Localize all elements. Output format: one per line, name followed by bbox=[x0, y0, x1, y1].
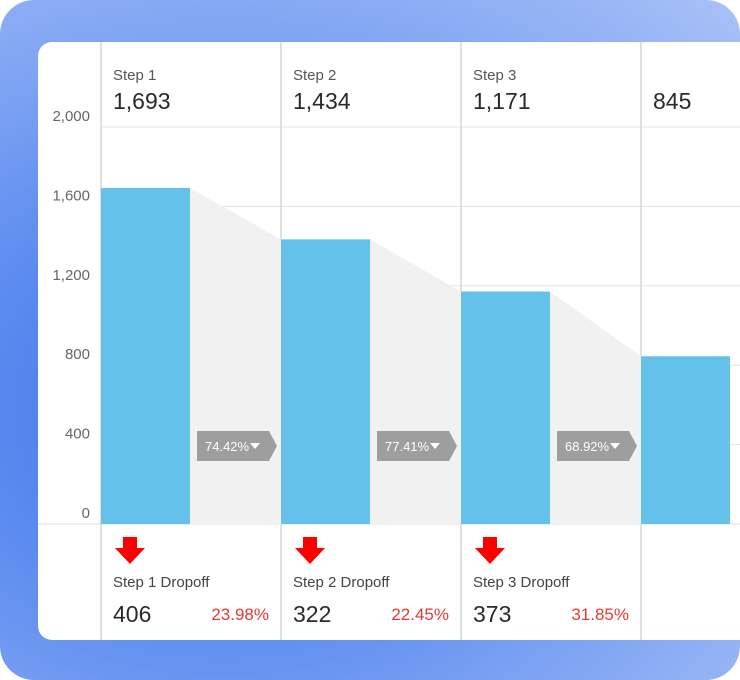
step-label: Step 1 bbox=[113, 67, 156, 84]
conversion-badge[interactable]: 74.42% bbox=[197, 431, 277, 461]
dropoff-count: 373 bbox=[473, 601, 511, 627]
funnel-connector-area bbox=[370, 239, 461, 524]
funnel-bar[interactable] bbox=[461, 291, 550, 524]
dropoff-count: 406 bbox=[113, 601, 151, 627]
funnel-bar[interactable] bbox=[281, 239, 370, 524]
step-value: 1,171 bbox=[473, 88, 531, 114]
y-tick-label: 400 bbox=[65, 426, 90, 443]
arrow-down-icon bbox=[475, 537, 505, 564]
arrow-down-icon bbox=[295, 537, 325, 564]
conversion-rate: 77.41% bbox=[385, 439, 430, 454]
conversion-badge-shape bbox=[377, 431, 457, 461]
conversion-badge[interactable]: 68.92% bbox=[557, 431, 637, 461]
dropoff-percentage: 31.85% bbox=[571, 605, 629, 624]
step-label: Step 3 bbox=[473, 67, 516, 84]
dropoff-percentage: 22.45% bbox=[391, 605, 449, 624]
y-tick-label: 1,200 bbox=[52, 267, 90, 284]
dropoff-label: Step 1 Dropoff bbox=[113, 574, 210, 591]
step-value: 1,693 bbox=[113, 88, 171, 114]
dropoff-label: Step 3 Dropoff bbox=[473, 574, 570, 591]
step-value: 1,434 bbox=[293, 88, 351, 114]
step-value: 845 bbox=[653, 88, 691, 114]
step-label: Step 2 bbox=[293, 67, 336, 84]
y-tick-label: 800 bbox=[65, 346, 90, 363]
dropoff-count: 322 bbox=[293, 601, 331, 627]
y-tick-label: 0 bbox=[82, 505, 90, 522]
arrow-down-icon bbox=[115, 537, 145, 564]
conversion-rate: 74.42% bbox=[205, 439, 250, 454]
funnel-connector-area bbox=[190, 187, 281, 524]
conversion-rate: 68.92% bbox=[565, 439, 610, 454]
chevron-down-icon bbox=[430, 443, 440, 449]
conversion-badge[interactable]: 77.41% bbox=[377, 431, 457, 461]
y-tick-label: 2,000 bbox=[52, 108, 90, 125]
funnel-bar[interactable] bbox=[641, 356, 730, 524]
funnel-bar[interactable] bbox=[101, 187, 190, 524]
chevron-down-icon bbox=[250, 443, 260, 449]
dropoff-percentage: 23.98% bbox=[211, 605, 269, 624]
funnel-connector-area bbox=[550, 291, 641, 524]
conversion-badge-shape bbox=[557, 431, 637, 461]
funnel-chart-card: 74.42% 77.41% 68.92% 2,000 1,600 1,200 800 400… bbox=[38, 42, 740, 640]
dropoff-label: Step 2 Dropoff bbox=[293, 574, 390, 591]
chevron-down-icon bbox=[610, 443, 620, 449]
funnel-chart: 74.42% 77.41% 68.92% 2,000 1,600 1,200 800 400… bbox=[38, 42, 740, 640]
y-tick-label: 1,600 bbox=[52, 187, 90, 204]
conversion-badge-shape bbox=[197, 431, 277, 461]
